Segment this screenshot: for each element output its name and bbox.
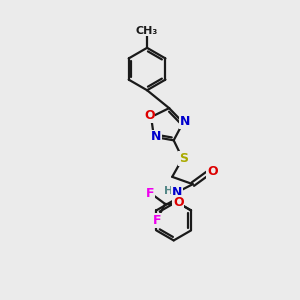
Text: N: N (151, 130, 161, 143)
Text: O: O (173, 196, 184, 209)
Text: N: N (180, 115, 190, 128)
Text: N: N (171, 186, 182, 199)
Text: H: H (164, 186, 173, 196)
Text: O: O (144, 109, 155, 122)
Text: S: S (179, 152, 188, 165)
Text: CH₃: CH₃ (136, 26, 158, 36)
Text: F: F (146, 188, 154, 200)
Text: O: O (207, 165, 217, 178)
Text: F: F (153, 214, 161, 227)
